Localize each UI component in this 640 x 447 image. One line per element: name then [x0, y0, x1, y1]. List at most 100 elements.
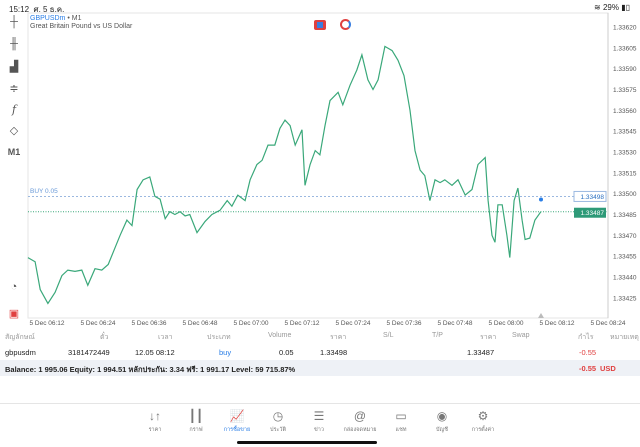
trade-icon[interactable]: ◔ — [10, 281, 18, 293]
x-tick-label: 5 Dec 07:12 — [284, 320, 319, 327]
nav-icon: ◷ — [272, 409, 284, 423]
y-tick-label: 1.33605 — [613, 45, 637, 52]
nav-label: การตั้งค่า — [471, 427, 495, 433]
column-header[interactable]: เวลา — [158, 334, 173, 341]
indicators-icon[interactable]: ▟ — [9, 61, 19, 73]
shapes-icon[interactable]: ◇ — [9, 125, 19, 137]
x-tick-label: 5 Dec 08:24 — [590, 320, 625, 327]
x-tick-label: 5 Dec 08:12 — [539, 320, 574, 327]
nav-item[interactable]: ▭ แชท — [381, 409, 421, 434]
status-time-date: 15:12 ศ. 5 ธ.ค. — [9, 5, 65, 14]
y-tick-label: 1.33590 — [613, 66, 637, 73]
chart-type-icon[interactable]: ╫ — [10, 38, 18, 50]
column-header[interactable]: Volume — [268, 332, 292, 339]
cell-time: 12.05 08:12 — [135, 348, 175, 357]
ask-price-label: 1.33498 — [581, 194, 605, 201]
x-tick-label: 5 Dec 06:36 — [131, 320, 166, 327]
crosshair-icon[interactable]: ┼ — [10, 16, 18, 28]
x-tick-label: 5 Dec 07:00 — [233, 320, 268, 327]
nav-icon: ☰ — [313, 409, 325, 423]
column-header[interactable]: Swap — [512, 332, 530, 339]
x-tick-label: 5 Dec 07:48 — [437, 320, 472, 327]
column-header[interactable]: ราคา — [330, 334, 347, 341]
column-header[interactable]: สัญลักษณ์ — [5, 334, 35, 341]
nav-icon: ⚙ — [477, 409, 489, 423]
one-click-icon[interactable]: ▣ — [8, 308, 20, 320]
chart-symbol-title: GBPUSDm • M1 — [30, 15, 82, 22]
nav-icon: @ — [353, 409, 367, 423]
plot-frame — [27, 12, 609, 319]
ask-price-tag — [573, 190, 607, 202]
chart-description: Great Britain Pound vs US Dollar — [30, 23, 133, 30]
cell-open-price: 1.33498 — [320, 348, 348, 357]
y-tick-label: 1.33440 — [613, 275, 637, 282]
y-tick-label: 1.33560 — [613, 108, 637, 115]
cell-price: 1.33487 — [467, 348, 495, 357]
nav-icon: ┃┃ — [188, 409, 204, 423]
column-header[interactable]: หมายเหตุ — [610, 334, 639, 341]
y-tick-label: 1.33545 — [613, 129, 637, 136]
status-bar: 15:12 ศ. 5 ธ.ค. ≋ 29% ▮▯ — [0, 0, 640, 14]
y-tick-label: 1.33500 — [613, 191, 637, 198]
x-tick-label: 5 Dec 06:48 — [182, 320, 217, 327]
bottom-nav: ↓↑ ราคา ┃┃ กราฟ 📈 การซื้อขาย ◷ ประวัติ ☰ ข่าว @ กล่… — [0, 403, 640, 447]
y-tick-label: 1.33620 — [613, 25, 637, 32]
nav-label: กล่องจดหมาย — [343, 427, 377, 433]
total-profit: -0.55 — [579, 364, 597, 373]
timeframe-button[interactable]: M1 — [7, 147, 21, 157]
y-tick-label: 1.33530 — [613, 150, 637, 157]
nav-item[interactable]: ┃┃ กราฟ — [176, 409, 216, 434]
nav-label: แชท — [395, 427, 407, 433]
nav-label: ประวัติ — [269, 427, 287, 433]
current-time-marker — [538, 313, 544, 318]
nav-item[interactable]: ☰ ข่าว — [299, 409, 339, 434]
nav-item[interactable]: 📈 การซื้อขาย — [217, 409, 257, 434]
bid-price-tag — [574, 207, 606, 218]
column-header[interactable]: ประเภท — [207, 334, 231, 341]
nav-icon: ◉ — [436, 409, 448, 423]
x-tick-label: 5 Dec 07:24 — [335, 320, 370, 327]
indicator-toggle-icon[interactable] — [340, 19, 351, 30]
nav-icon: ▭ — [395, 409, 407, 423]
y-tick-label: 1.33515 — [613, 170, 637, 177]
nav-icon: ↓↑ — [149, 409, 161, 423]
nav-item[interactable]: ↓↑ ราคา — [135, 409, 175, 434]
balance-summary: Balance: 1 995.06 Equity: 1 994.51 หลักป… — [5, 365, 296, 374]
status-battery: ≋ 29% ▮▯ — [594, 3, 630, 12]
cell-volume: 0.05 — [279, 348, 294, 357]
ask-marker — [539, 197, 543, 202]
nav-item[interactable]: ◉ บัญชี — [422, 409, 462, 434]
nav-item[interactable]: @ กล่องจดหมาย — [340, 409, 380, 434]
home-indicator — [237, 441, 377, 444]
y-tick-label: 1.33575 — [613, 87, 637, 94]
y-tick-label: 1.33470 — [613, 233, 637, 240]
function-icon[interactable]: f — [11, 103, 17, 116]
column-header[interactable]: T/P — [432, 332, 443, 339]
trade-level-label: BUY 0.05 — [30, 188, 58, 195]
nav-icon: 📈 — [229, 409, 245, 423]
x-tick-label: 5 Dec 08:00 — [488, 320, 523, 327]
bid-price-label: 1.33487 — [581, 210, 605, 217]
nav-label: กราฟ — [189, 427, 203, 433]
y-tick-label: 1.33425 — [613, 295, 637, 302]
nav-item[interactable]: ⚙ การตั้งค่า — [463, 409, 503, 434]
nav-item[interactable]: ◷ ประวัติ — [258, 409, 298, 434]
column-header[interactable]: ตั๋ว — [100, 334, 109, 341]
nav-label: บัญชี — [436, 427, 448, 433]
nav-label: การซื้อขาย — [223, 427, 251, 433]
column-header[interactable]: กำไร — [578, 334, 594, 341]
cell-profit: -0.55 — [579, 348, 597, 357]
x-tick-label: 5 Dec 07:36 — [386, 320, 421, 327]
nav-label: ราคา — [148, 427, 162, 433]
cell-symbol: gbpusdm — [5, 348, 36, 357]
cell-type: buy — [219, 348, 232, 357]
objects-icon[interactable]: ≑ — [9, 83, 19, 95]
balance-bar: Balance: 1 995.06 Equity: 1 994.51 หลักป… — [0, 360, 640, 376]
column-header[interactable]: ราคา — [480, 334, 497, 341]
y-tick-label: 1.33455 — [613, 254, 637, 261]
price-chart[interactable]: 1.33620 1.33605 1.33590 1.33575 1.33560 1.335… — [0, 0, 640, 330]
one-click-trading-icon[interactable] — [314, 20, 326, 30]
x-tick-label: 5 Dec 06:12 — [29, 320, 64, 327]
column-header[interactable]: S/L — [383, 332, 394, 339]
price-line — [27, 45, 542, 305]
